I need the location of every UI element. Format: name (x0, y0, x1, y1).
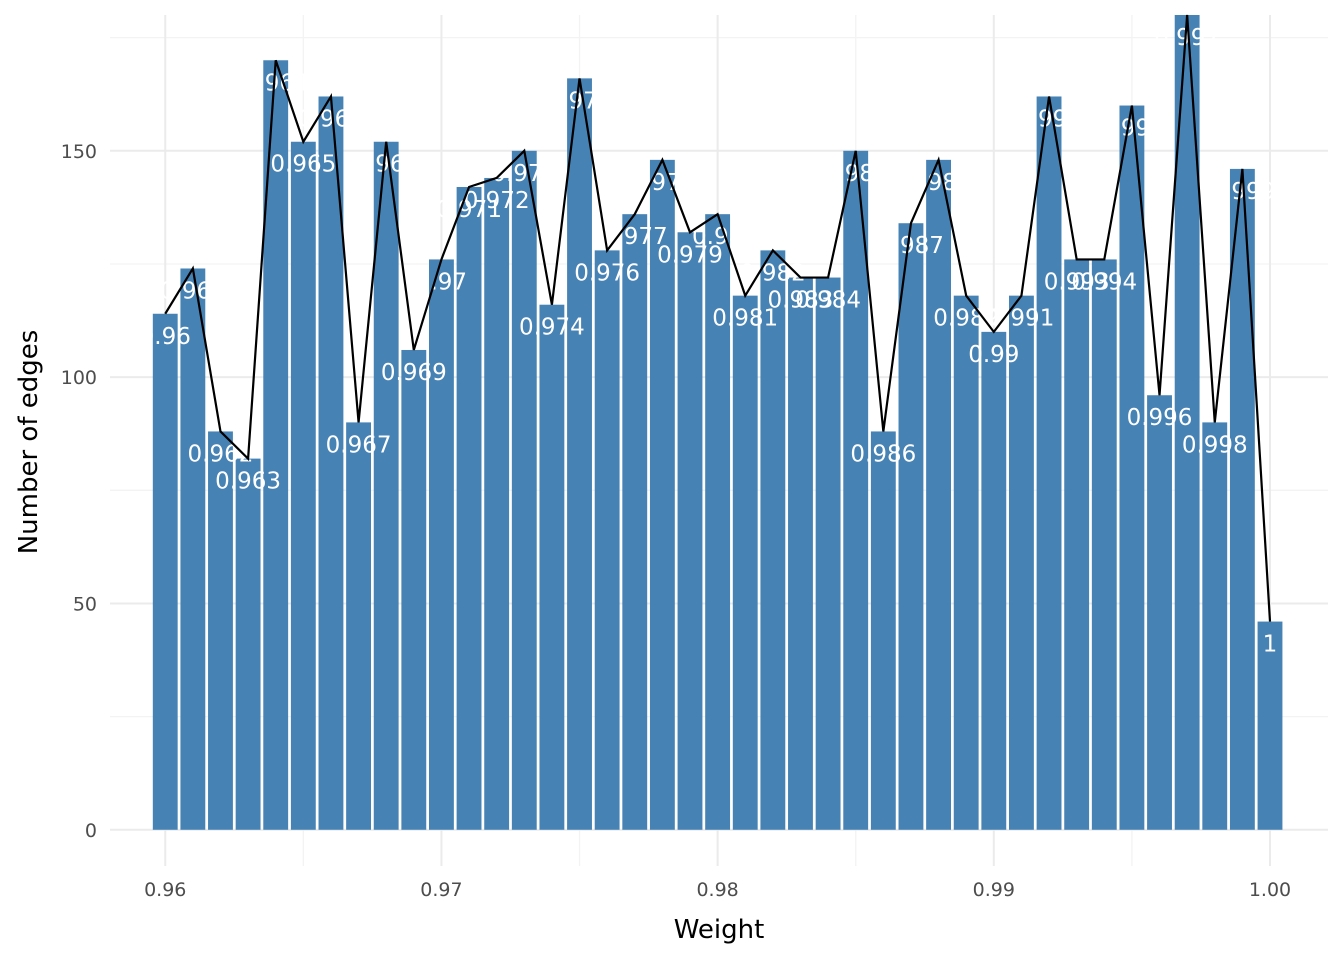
x-axis-title: Weight (674, 915, 765, 945)
trend-line-layer (164, 14, 1272, 622)
bar (318, 96, 344, 830)
x-axis-ticks: 0.96 0.97 0.98 0.99 1.00 (144, 879, 1291, 901)
y-tick-label: 100 (61, 367, 97, 389)
bar-label: 1 (1263, 632, 1278, 658)
bar-label: 0.985 (823, 161, 889, 187)
bar (732, 295, 758, 830)
bar-label: 0.961 (160, 278, 226, 304)
bar-label: 0.98 (692, 224, 743, 250)
x-tick-label: 0.99 (973, 879, 1015, 901)
y-tick-label: 150 (61, 141, 97, 163)
bar-label: 0.986 (850, 441, 916, 467)
x-tick-label: 1.00 (1249, 879, 1291, 901)
bar-label: 0.991 (988, 306, 1054, 332)
bar-label: 0.979 (657, 242, 723, 268)
y-axis-ticks: 0 50 100 150 (61, 141, 97, 842)
bar (235, 458, 261, 830)
bar-label: 0.993 (1044, 269, 1110, 295)
bar (760, 250, 786, 830)
bar (346, 422, 371, 830)
bar-label: 0.984 (795, 288, 861, 314)
bar (511, 150, 537, 830)
bar (953, 295, 979, 830)
bar (705, 214, 731, 830)
bar (208, 431, 233, 830)
bar (622, 214, 648, 830)
bar (1229, 168, 1255, 830)
bar (649, 159, 675, 830)
x-tick-label: 0.98 (696, 879, 738, 901)
bar-label: 0.96 (140, 324, 191, 350)
bar-label: 0.995 (1099, 116, 1165, 142)
bar (594, 250, 620, 830)
x-tick-label: 0.97 (420, 879, 462, 901)
bar-label: 0.965 (270, 152, 336, 178)
bar-label: 0.988 (906, 170, 972, 196)
bar (1009, 295, 1034, 830)
bar-label: 0.975 (547, 88, 613, 114)
bar (1064, 259, 1090, 830)
bar (456, 187, 482, 830)
bar (290, 141, 316, 830)
bar (677, 232, 703, 830)
series-line (164, 14, 1272, 622)
bar-label: 0.963 (215, 469, 281, 495)
bar (981, 331, 1007, 830)
bar-label: 0.994 (1071, 269, 1137, 295)
bar (1202, 422, 1228, 830)
bar-label: 0.981 (712, 306, 778, 332)
bar-label: 0.983 (768, 288, 834, 314)
bar (429, 259, 454, 830)
y-tick-label: 0 (85, 820, 97, 842)
bar-label: 0.99 (968, 342, 1019, 368)
bar (926, 159, 951, 830)
bar-label: 0.989 (933, 306, 999, 332)
bar (870, 431, 896, 830)
bar (401, 349, 427, 830)
bar-label: 0.987 (878, 233, 944, 259)
y-tick-label: 50 (73, 593, 97, 615)
y-axis-title: Number of edges (14, 330, 44, 555)
bar (567, 78, 592, 830)
bar (1119, 105, 1145, 830)
bar (152, 313, 178, 830)
bar (539, 304, 565, 830)
bar-label: 0.996 (1127, 405, 1193, 431)
bar-label: 0.977 (602, 224, 668, 250)
bar-label: 0.966 (298, 106, 364, 132)
bar-label: 0.967 (326, 432, 392, 458)
bar-label: 0.974 (519, 315, 585, 341)
bar-label: 0.969 (381, 360, 447, 386)
bar (843, 150, 869, 830)
bar (1036, 96, 1062, 830)
bar-label: 0.968 (353, 152, 419, 178)
bar-label: 0.976 (574, 260, 640, 286)
bar (1147, 395, 1172, 830)
bar (373, 141, 399, 830)
bar-label: 0.972 (464, 188, 530, 214)
bar-label: 0.97 (416, 269, 467, 295)
bar-label: 0.971 (436, 197, 502, 223)
bar (815, 277, 841, 830)
bar-label: 0.992 (1016, 106, 1082, 132)
bar (1257, 621, 1283, 830)
bar (180, 268, 206, 830)
bar (1091, 259, 1117, 830)
bars (152, 15, 1283, 830)
bar-label: 0.998 (1182, 432, 1248, 458)
x-tick-label: 0.96 (144, 879, 186, 901)
bar-label: 0.978 (629, 170, 695, 196)
bar (484, 177, 510, 830)
bar (788, 277, 813, 830)
bar (898, 223, 924, 830)
